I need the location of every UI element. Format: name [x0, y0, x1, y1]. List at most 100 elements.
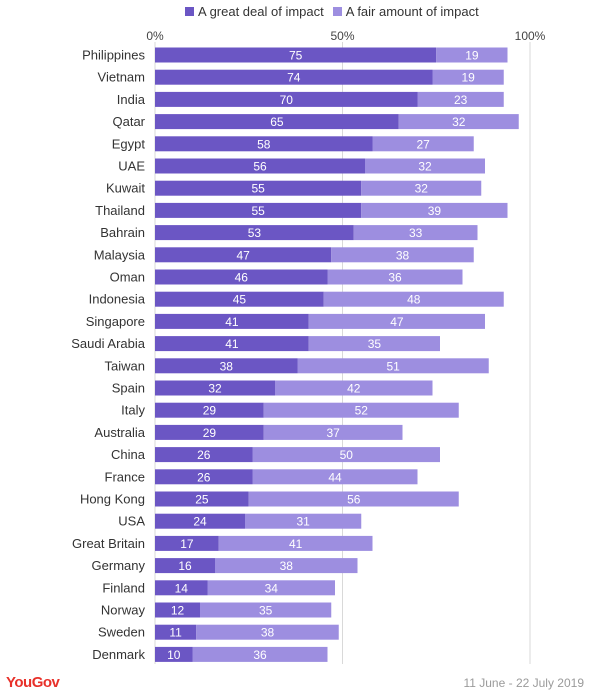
category-label-great-britain: Great Britain: [72, 536, 145, 551]
data-label-thailand-series-2: 39: [428, 204, 442, 218]
bar-germany-series-2: [215, 558, 358, 574]
bar-bahrain-series-2: [353, 225, 478, 241]
x-tick-label: 100%: [515, 29, 546, 43]
category-label-thailand: Thailand: [95, 203, 145, 218]
bar-sweden-series-2: [196, 624, 339, 640]
bar-malaysia-series-1: [155, 247, 332, 263]
data-label-vietnam-series-1: 74: [287, 71, 301, 85]
bar-bahrain-series-1: [155, 225, 354, 241]
bar-denmark-series-2: [192, 646, 328, 662]
data-label-denmark-series-2: 36: [253, 648, 267, 662]
bar-singapore-series-2: [308, 313, 485, 329]
data-label-oman-series-1: 46: [235, 271, 249, 285]
data-label-indonesia-series-1: 45: [233, 293, 247, 307]
category-label-singapore: Singapore: [86, 314, 145, 329]
category-label-china: China: [111, 447, 146, 462]
data-label-singapore-series-2: 47: [390, 315, 404, 329]
data-label-saudi-arabia-series-1: 41: [225, 337, 239, 351]
data-label-oman-series-2: 36: [388, 271, 402, 285]
category-label-uae: UAE: [118, 159, 145, 174]
data-label-sweden-series-2: 38: [261, 626, 275, 640]
category-label-finland: Finland: [102, 580, 145, 595]
bar-vietnam-series-2: [432, 69, 504, 85]
data-label-norway-series-1: 12: [171, 604, 185, 618]
data-label-denmark-series-1: 10: [167, 648, 181, 662]
data-label-germany-series-1: 16: [178, 559, 192, 573]
yougov-logo: YouGov: [6, 674, 60, 691]
bar-australia-series-2: [263, 424, 403, 440]
category-label-hong-kong: Hong Kong: [80, 492, 145, 507]
data-label-malaysia-series-2: 38: [396, 248, 410, 262]
data-label-egypt-series-2: 27: [416, 137, 430, 151]
bar-vietnam-series-1: [155, 69, 433, 85]
bar-indonesia-series-2: [323, 291, 504, 307]
legend-label-fair-amount: A fair amount of impact: [345, 4, 479, 19]
bar-taiwan-series-1: [155, 358, 298, 374]
data-label-china-series-1: 26: [197, 448, 211, 462]
category-label-philippines: Philippines: [82, 48, 145, 63]
data-label-vietnam-series-2: 19: [461, 71, 475, 85]
bar-spain-series-1: [155, 380, 275, 396]
category-label-indonesia: Indonesia: [89, 292, 146, 307]
category-label-norway: Norway: [101, 603, 146, 618]
bar-indonesia-series-1: [155, 291, 324, 307]
bar-china-series-2: [252, 447, 440, 463]
data-label-bahrain-series-2: 33: [409, 226, 423, 240]
data-label-sweden-series-1: 11: [169, 626, 182, 640]
bar-france-series-1: [155, 469, 253, 485]
bar-india-series-2: [417, 91, 504, 107]
category-label-usa: USA: [118, 514, 145, 529]
bar-sweden-series-1: [155, 624, 197, 640]
category-label-oman: Oman: [110, 270, 145, 285]
bar-qatar-series-1: [155, 114, 399, 130]
data-label-italy-series-1: 29: [203, 404, 217, 418]
bar-usa-series-2: [245, 513, 362, 529]
data-label-finland-series-2: 34: [265, 581, 279, 595]
bar-denmark-series-1: [155, 646, 193, 662]
bar-saudi-arabia-series-2: [308, 336, 440, 352]
data-label-spain-series-2: 42: [347, 382, 361, 396]
data-label-finland-series-1: 14: [175, 581, 189, 595]
data-label-great-britain-series-1: 17: [180, 537, 194, 551]
category-label-egypt: Egypt: [112, 136, 146, 151]
data-label-usa-series-2: 31: [296, 515, 310, 529]
bar-oman-series-1: [155, 269, 328, 285]
data-label-hong-kong-series-2: 56: [347, 493, 361, 507]
data-label-bahrain-series-1: 53: [248, 226, 262, 240]
data-label-qatar-series-2: 32: [452, 115, 466, 129]
data-label-uae-series-2: 32: [418, 160, 432, 174]
data-label-france-series-1: 26: [197, 470, 211, 484]
bar-singapore-series-1: [155, 313, 309, 329]
bar-finland-series-2: [207, 580, 335, 596]
category-label-malaysia: Malaysia: [94, 247, 146, 262]
data-label-germany-series-2: 38: [280, 559, 294, 573]
data-label-italy-series-2: 52: [355, 404, 369, 418]
data-label-singapore-series-1: 41: [225, 315, 239, 329]
bar-malaysia-series-2: [331, 247, 474, 263]
bar-uae-series-1: [155, 158, 365, 174]
bar-india-series-1: [155, 91, 418, 107]
data-label-australia-series-1: 29: [203, 426, 217, 440]
data-label-great-britain-series-2: 41: [289, 537, 303, 551]
data-label-kuwait-series-1: 55: [251, 182, 265, 196]
bar-philippines-series-1: [155, 47, 437, 63]
bar-philippines-series-2: [436, 47, 508, 63]
data-label-indonesia-series-2: 48: [407, 293, 421, 307]
category-label-saudi-arabia: Saudi Arabia: [71, 336, 145, 351]
bar-great-britain-series-1: [155, 535, 219, 551]
chart-legend: A great deal of impact A fair amount of …: [185, 4, 488, 19]
bar-italy-series-2: [263, 402, 459, 418]
legend-item-fair-amount: A fair amount of impact: [332, 4, 479, 19]
data-label-malaysia-series-1: 47: [236, 248, 250, 262]
bar-thailand-series-2: [361, 202, 508, 218]
data-label-taiwan-series-2: 51: [386, 359, 400, 373]
bar-italy-series-1: [155, 402, 264, 418]
legend-item-great-deal: A great deal of impact: [185, 4, 324, 19]
bar-qatar-series-2: [398, 114, 519, 130]
data-label-taiwan-series-1: 38: [220, 359, 234, 373]
data-label-hong-kong-series-1: 25: [195, 493, 209, 507]
survey-period: 11 June - 22 July 2019: [463, 676, 584, 690]
bar-china-series-1: [155, 447, 253, 463]
data-label-uae-series-1: 56: [253, 160, 267, 174]
